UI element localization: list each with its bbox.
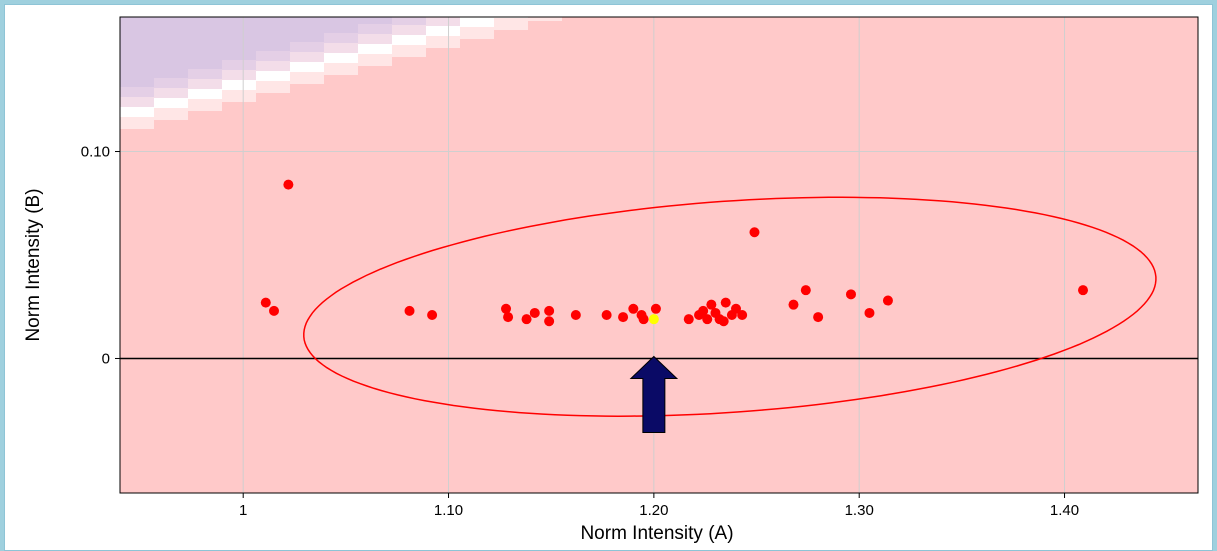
data-point	[638, 314, 649, 325]
x-tick-label: 1.40	[1050, 502, 1079, 519]
x-tick-label: 1.20	[639, 502, 668, 519]
data-point	[269, 305, 279, 316]
region-band	[120, 17, 392, 87]
data-point	[1078, 285, 1089, 296]
plot-area: 1 1.10 1.20 1.30 1.40 0 0.10	[81, 16, 1199, 519]
y-tick-label: 0.10	[81, 144, 110, 161]
data-point	[427, 310, 438, 321]
data-point	[544, 316, 555, 327]
marker-arrow	[629, 355, 679, 433]
data-point	[260, 297, 271, 308]
data-point	[864, 307, 875, 318]
data-point	[698, 305, 709, 316]
x-tick-label: 1.30	[845, 502, 874, 519]
data-point	[749, 227, 760, 238]
data-point	[788, 299, 799, 310]
data-point	[706, 299, 717, 310]
data-point	[683, 314, 694, 325]
series-0	[260, 179, 1089, 327]
x-tick-label: 1.10	[434, 502, 463, 519]
data-point	[882, 295, 893, 306]
data-point	[800, 285, 811, 296]
data-point	[718, 316, 729, 327]
data-point	[702, 314, 713, 325]
plot-border	[119, 16, 1199, 494]
data-point	[503, 312, 514, 323]
region-bands	[120, 17, 562, 129]
data-point	[529, 307, 540, 318]
x-tick-label: 1	[239, 502, 247, 519]
data-point	[648, 314, 659, 325]
data-point	[501, 303, 512, 314]
confidence-ellipse	[303, 196, 1157, 417]
data-point	[731, 303, 741, 314]
data-point	[521, 314, 532, 325]
y-axis-label: Norm Intensity (B)	[23, 188, 44, 341]
data-point	[601, 310, 612, 321]
data-point	[544, 305, 555, 316]
chart-window: 1 1.10 1.20 1.30 1.40 0 0.10 Norm Intensity (A…	[4, 4, 1213, 551]
data-point	[618, 312, 629, 323]
x-axis-label: Norm Intensity (A)	[580, 523, 733, 544]
y-tick-label: 0	[102, 350, 110, 367]
data-point	[813, 312, 824, 323]
data-point	[845, 289, 856, 300]
data-point	[570, 310, 581, 321]
data-point	[720, 297, 731, 308]
data-point	[628, 303, 639, 314]
series-1	[648, 314, 659, 325]
data-point	[283, 179, 294, 190]
data-point	[650, 303, 661, 314]
data-point	[737, 310, 748, 321]
scatter-chart: 1 1.10 1.20 1.30 1.40 0 0.10 Norm Intensity (A…	[23, 16, 1199, 544]
data-point	[404, 305, 415, 316]
